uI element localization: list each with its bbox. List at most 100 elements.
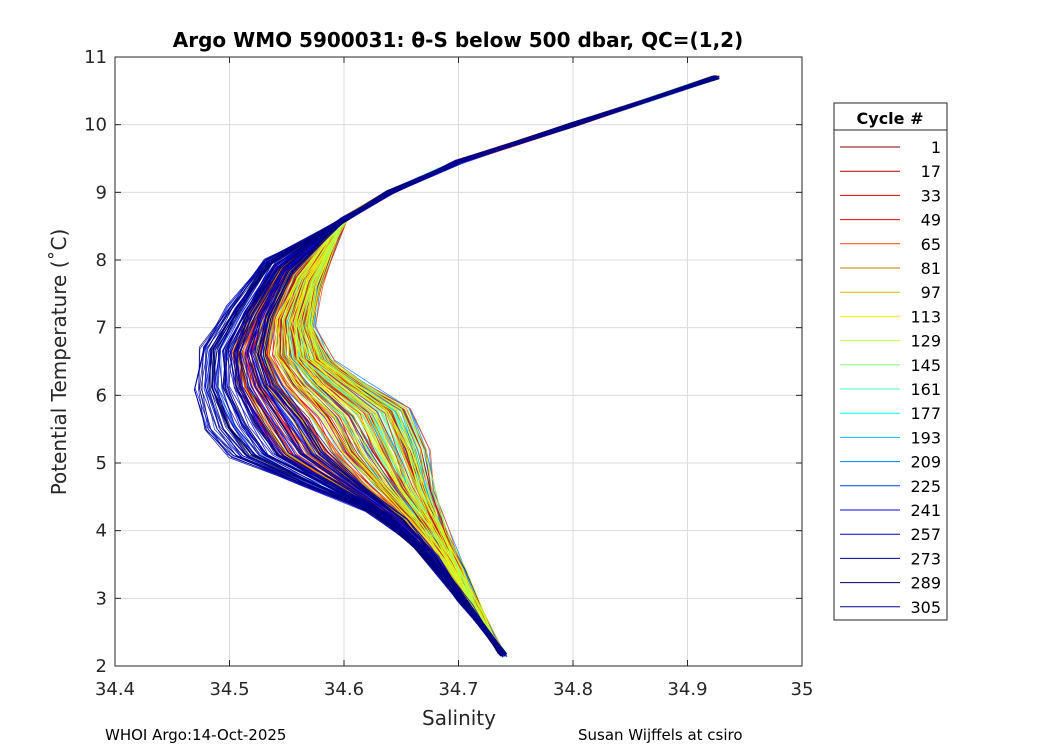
profile-line bbox=[304, 77, 718, 651]
profile-line bbox=[283, 75, 714, 653]
profile-line bbox=[310, 77, 720, 650]
y-tick-label: 6 bbox=[96, 385, 107, 406]
y-tick-label: 11 bbox=[84, 47, 107, 68]
profile-line bbox=[277, 78, 714, 652]
profile-line bbox=[289, 76, 716, 653]
profile-line bbox=[302, 77, 716, 649]
profile-line bbox=[306, 78, 713, 651]
profile-line bbox=[304, 78, 715, 650]
profile-line bbox=[310, 77, 719, 649]
profile-line bbox=[309, 77, 716, 650]
profile-line bbox=[307, 77, 718, 652]
profile-line bbox=[309, 78, 719, 652]
y-tick-label: 9 bbox=[96, 182, 107, 203]
profile-line bbox=[286, 76, 717, 651]
profile-line bbox=[309, 76, 715, 651]
profile-line bbox=[289, 77, 714, 652]
profile-line bbox=[312, 76, 719, 650]
x-tick-label: 34.6 bbox=[324, 679, 364, 700]
profile-line bbox=[289, 75, 720, 650]
y-axis-label: Potential Temperature (˚C) bbox=[47, 229, 71, 496]
ticks: 34.4 34.5 34.6 34.7 34.8 34.9 35 2 3 4 5 6 7 8 9 10 11 bbox=[84, 47, 813, 700]
profile-line bbox=[280, 77, 718, 652]
y-tick-label: 5 bbox=[96, 453, 107, 474]
legend-label: 161 bbox=[910, 380, 941, 399]
profile-line bbox=[285, 75, 714, 650]
profile-line bbox=[293, 77, 714, 652]
x-tick-label: 35 bbox=[791, 679, 814, 700]
legend-label: 1 bbox=[931, 138, 941, 157]
profile-line bbox=[311, 75, 717, 650]
legend: Cycle # 1 17 33 49 65 81 97 113 129 145 161 177 193 2… bbox=[833, 102, 948, 621]
profile-line bbox=[264, 76, 716, 653]
profile-line bbox=[281, 76, 718, 651]
profile-line bbox=[285, 76, 714, 653]
profile-line bbox=[311, 77, 715, 649]
profile-line bbox=[304, 77, 715, 651]
profile-line bbox=[288, 76, 718, 651]
x-tick-label: 34.5 bbox=[209, 679, 249, 700]
profile-line bbox=[296, 76, 715, 651]
profile-line bbox=[310, 77, 717, 649]
profile-line bbox=[310, 75, 713, 651]
profile-line bbox=[297, 75, 717, 651]
legend-label: 65 bbox=[921, 235, 941, 254]
legend-label: 193 bbox=[910, 428, 941, 447]
legend-title: Cycle # bbox=[857, 109, 924, 128]
profile-line bbox=[303, 75, 713, 651]
y-tick-label: 7 bbox=[96, 318, 107, 339]
profile-line bbox=[309, 76, 716, 651]
profile-line bbox=[302, 76, 718, 651]
profile-line bbox=[302, 75, 716, 651]
profile-line bbox=[297, 75, 714, 650]
profile-line bbox=[302, 76, 714, 650]
profile-line bbox=[273, 75, 716, 654]
profile-line bbox=[294, 75, 716, 652]
profile-line bbox=[298, 77, 717, 650]
legend-label: 81 bbox=[921, 259, 941, 278]
footer-left: WHOI Argo:14-Oct-2025 bbox=[105, 726, 286, 744]
profile-line bbox=[283, 77, 720, 651]
profile-line bbox=[314, 78, 717, 649]
profile-line bbox=[235, 77, 716, 657]
profile-line bbox=[290, 75, 715, 651]
profile-line bbox=[289, 78, 719, 652]
legend-label: 97 bbox=[921, 283, 941, 302]
profile-line bbox=[284, 77, 716, 651]
legend-label: 241 bbox=[910, 501, 941, 520]
profile-line bbox=[299, 76, 715, 652]
profile-line bbox=[296, 77, 717, 653]
profile-line bbox=[217, 78, 718, 654]
profile-line bbox=[296, 76, 719, 652]
profile-line bbox=[288, 78, 716, 652]
profile-line bbox=[284, 77, 716, 651]
profile-line bbox=[301, 75, 719, 651]
profile-line bbox=[301, 75, 717, 650]
profile-line bbox=[280, 78, 714, 653]
legend-label: 257 bbox=[910, 525, 941, 544]
profile-line bbox=[297, 78, 718, 652]
profile-line bbox=[288, 78, 714, 650]
profile-line bbox=[307, 77, 720, 649]
profile-line bbox=[290, 75, 714, 652]
profile-line bbox=[291, 78, 714, 653]
profile-line bbox=[295, 77, 717, 650]
profile-line bbox=[296, 77, 713, 652]
profile-line bbox=[277, 75, 717, 654]
profile-line bbox=[314, 77, 714, 650]
profile-line bbox=[284, 75, 715, 651]
profile-line bbox=[284, 76, 720, 653]
legend-label: 113 bbox=[910, 307, 941, 326]
profile-line bbox=[308, 76, 715, 651]
legend-label: 33 bbox=[921, 186, 941, 205]
profile-line bbox=[311, 77, 718, 651]
x-tick-label: 34.8 bbox=[553, 679, 593, 700]
profile-line bbox=[301, 77, 718, 652]
legend-label: 145 bbox=[910, 356, 941, 375]
profile-line bbox=[310, 77, 717, 650]
legend-label: 49 bbox=[921, 211, 941, 230]
profile-line bbox=[294, 78, 717, 651]
profile-line bbox=[302, 76, 716, 649]
profile-line bbox=[299, 75, 718, 652]
